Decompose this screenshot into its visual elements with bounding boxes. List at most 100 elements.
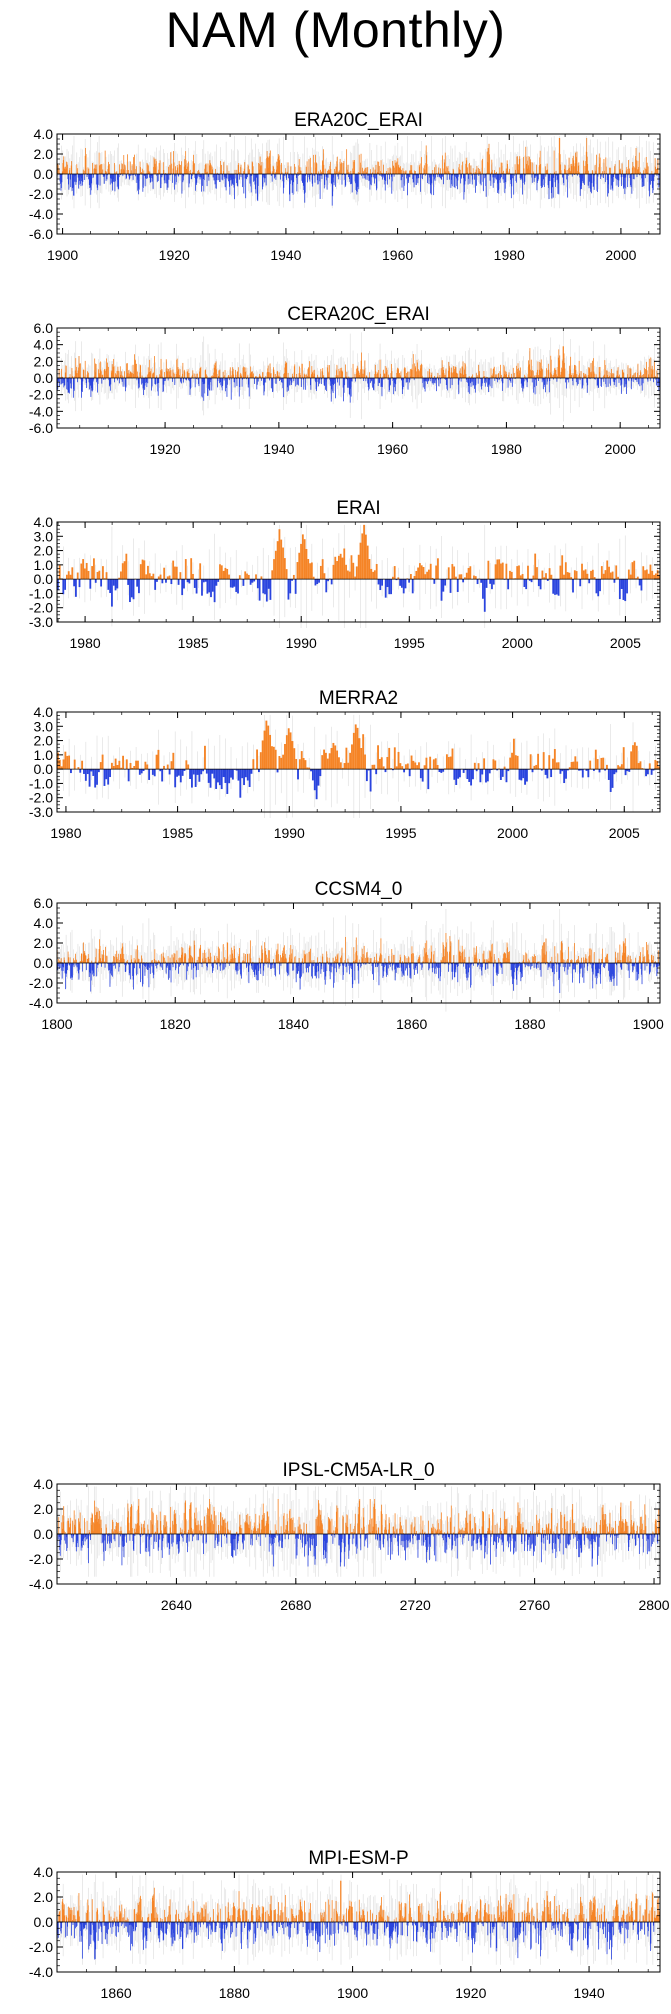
positive-bar xyxy=(192,573,194,580)
positive-bar xyxy=(323,375,325,378)
positive-bar xyxy=(644,369,646,378)
positive-bar xyxy=(108,161,109,174)
negative-bar xyxy=(197,174,199,177)
positive-bar xyxy=(123,376,125,378)
positive-bar xyxy=(410,574,412,580)
negative-bar xyxy=(388,579,391,595)
negative-bar xyxy=(289,174,291,184)
negative-bar xyxy=(189,378,190,382)
positive-bar xyxy=(559,138,561,174)
positive-bar xyxy=(469,162,470,174)
negative-bar xyxy=(326,174,328,181)
positive-bar xyxy=(192,161,194,174)
positive-bar xyxy=(310,374,312,378)
positive-bar xyxy=(419,563,421,580)
negative-bar xyxy=(293,174,295,176)
positive-bar xyxy=(312,371,314,378)
negative-bar xyxy=(297,769,299,780)
positive-bar xyxy=(352,732,355,770)
positive-bar xyxy=(93,168,95,174)
positive-bar xyxy=(492,373,494,378)
positive-bar xyxy=(465,373,467,378)
positive-bar xyxy=(326,758,329,770)
negative-bar xyxy=(319,174,321,199)
positive-bar xyxy=(292,375,294,378)
positive-bar xyxy=(249,373,251,378)
positive-bar xyxy=(523,168,525,174)
negative-bar xyxy=(185,378,187,380)
negative-bar xyxy=(631,378,633,381)
negative-bar xyxy=(147,174,148,179)
negative-bar xyxy=(256,174,258,178)
negative-bar xyxy=(245,378,247,380)
negative-bar xyxy=(201,579,203,596)
positive-bar xyxy=(444,159,446,174)
positive-bar xyxy=(617,576,619,580)
negative-bar xyxy=(203,378,205,401)
positive-bar xyxy=(430,374,432,378)
positive-bar xyxy=(638,152,640,174)
positive-bar xyxy=(499,167,501,174)
negative-bar xyxy=(70,769,72,774)
negative-bar xyxy=(249,174,251,177)
negative-bar xyxy=(624,769,627,776)
negative-bar xyxy=(209,378,211,383)
negative-bar xyxy=(111,174,113,184)
positive-bar xyxy=(575,370,577,378)
negative-bar xyxy=(513,174,515,176)
positive-bar xyxy=(65,365,67,378)
positive-bar xyxy=(275,172,276,174)
positive-bar xyxy=(645,168,647,174)
negative-bar xyxy=(262,579,265,594)
negative-bar xyxy=(472,769,474,780)
positive-bar xyxy=(561,367,563,378)
positive-bar xyxy=(66,574,68,580)
negative-bar xyxy=(601,378,602,387)
positive-bar xyxy=(539,371,541,378)
negative-bar xyxy=(90,378,92,397)
negative-bar xyxy=(607,174,609,197)
negative-bar xyxy=(289,174,290,195)
positive-bar xyxy=(436,764,439,770)
negative-bar xyxy=(326,378,328,380)
negative-bar xyxy=(331,378,333,385)
negative-bar xyxy=(183,579,185,589)
positive-bar xyxy=(245,367,247,378)
negative-bar xyxy=(158,378,160,383)
positive-bar xyxy=(126,170,128,174)
x-tick-label: 1920 xyxy=(150,441,181,457)
negative-bar xyxy=(630,174,632,188)
positive-bar xyxy=(447,167,449,174)
negative-bar xyxy=(492,579,495,585)
negative-bar xyxy=(228,769,231,784)
positive-bar xyxy=(421,364,423,378)
negative-bar xyxy=(151,174,153,182)
positive-bar xyxy=(508,372,510,378)
positive-bar xyxy=(341,162,342,174)
positive-bar xyxy=(330,748,333,770)
positive-bar xyxy=(215,168,216,174)
negative-bar xyxy=(426,378,428,383)
negative-bar xyxy=(219,378,221,383)
negative-bar xyxy=(61,174,63,183)
positive-bar xyxy=(317,374,318,378)
negative-bar xyxy=(182,378,184,383)
positive-bar xyxy=(161,371,162,378)
positive-bar xyxy=(171,376,172,378)
negative-bar xyxy=(63,378,65,388)
positive-bar xyxy=(627,569,630,580)
positive-bar xyxy=(222,371,224,378)
negative-bar xyxy=(428,174,430,185)
negative-bar xyxy=(611,174,613,189)
positive-bar xyxy=(99,362,101,378)
negative-bar xyxy=(217,769,219,783)
positive-bar xyxy=(602,171,603,174)
positive-bar xyxy=(237,164,239,174)
negative-bar xyxy=(249,174,251,184)
negative-bar xyxy=(331,378,333,390)
negative-bar xyxy=(371,378,372,381)
negative-bar xyxy=(80,378,82,380)
negative-bar xyxy=(280,174,281,180)
positive-bar xyxy=(528,365,530,378)
negative-bar xyxy=(64,579,67,590)
